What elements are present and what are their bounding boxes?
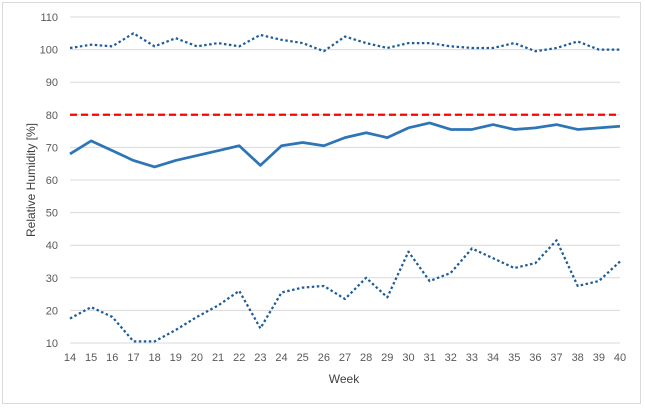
y-tick-label: 70 [46, 142, 58, 154]
x-tick-label: 14 [64, 352, 76, 364]
x-tick-label: 22 [233, 352, 245, 364]
y-tick-label: 60 [46, 175, 58, 187]
x-axis-title: Week [329, 372, 360, 386]
x-tick-label: 40 [614, 352, 626, 364]
y-tick-label: 50 [46, 208, 58, 220]
x-tick-label: 20 [191, 352, 203, 364]
series-group [69, 32, 621, 343]
x-tick-label: 30 [402, 352, 414, 364]
y-tick-label: 40 [46, 240, 58, 252]
y-tick-labels: 10 20 30 40 50 60 70 80 90 100 110 [40, 12, 58, 350]
y-tick-label: 10 [46, 338, 58, 350]
x-tick-label: 37 [550, 352, 562, 364]
x-tick-label: 27 [339, 352, 351, 364]
y-tick-label: 110 [40, 12, 58, 24]
series-line-upper [69, 32, 620, 53]
series-line-mean [69, 121, 621, 169]
x-tick-label: 23 [254, 352, 266, 364]
y-tick-label: 30 [46, 273, 58, 285]
x-tick-label: 25 [297, 352, 309, 364]
x-tick-label: 29 [381, 352, 393, 364]
x-tick-label: 21 [212, 352, 224, 364]
y-tick-label: 80 [46, 110, 58, 122]
x-tick-label: 36 [529, 352, 541, 364]
x-tick-label: 35 [508, 352, 520, 364]
x-tick-label: 32 [445, 352, 457, 364]
y-tick-label: 90 [46, 77, 58, 89]
x-tick-label: 24 [275, 352, 287, 364]
gridlines [70, 16, 620, 344]
x-tick-label: 28 [360, 352, 372, 364]
series-line-lower [69, 239, 621, 343]
x-tick-label: 18 [148, 352, 160, 364]
x-tick-label: 34 [487, 352, 499, 364]
y-axis-title: Relative Humidity [%] [24, 123, 38, 237]
x-tick-label: 31 [423, 352, 435, 364]
x-tick-label: 39 [593, 352, 605, 364]
x-tick-label: 33 [466, 352, 478, 364]
x-tick-label: 38 [572, 352, 584, 364]
x-tick-label: 16 [106, 352, 118, 364]
x-tick-label: 15 [85, 352, 97, 364]
y-tick-label: 20 [46, 305, 58, 317]
x-tick-label: 17 [127, 352, 139, 364]
x-tick-labels: 14 15 16 17 18 19 20 21 22 23 24 25 26 27 28 29 30 31 32 33… [64, 352, 626, 364]
x-tick-label: 19 [170, 352, 182, 364]
y-tick-label: 100 [40, 45, 58, 57]
chart-frame [2, 2, 641, 404]
x-tick-label: 26 [318, 352, 330, 364]
